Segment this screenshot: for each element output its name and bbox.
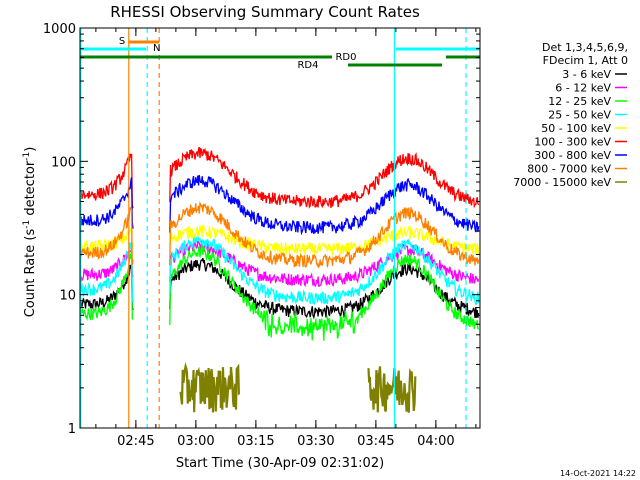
legend-label: 7000 - 15000 keV <box>513 176 611 189</box>
y-axis-label-end: ) <box>23 147 38 152</box>
plot-frame <box>79 27 481 429</box>
flag-label-rd4: RD4 <box>297 60 318 71</box>
series-6-line <box>80 174 480 236</box>
y-axis-label-sup1: -1 <box>22 220 32 229</box>
flag-label-rd0: RD0 <box>335 52 356 63</box>
y-axis-label-main: Count Rate (s <box>23 229 38 318</box>
axes: 1 10 100 1000 02:45 03:00 03:15 03:30 03:45 04:00 <box>43 22 481 449</box>
x-tick-label: 04:00 <box>417 434 454 449</box>
footer-date: 14-Oct-2021 14:22 <box>560 469 636 478</box>
legend-label: 6 - 12 keV <box>555 82 611 95</box>
series-3-line <box>80 233 480 306</box>
legend-label: 300 - 800 keV <box>534 149 611 162</box>
legend-label: 100 - 300 keV <box>534 136 611 149</box>
x-tick-label: 03:15 <box>237 434 274 449</box>
flag-label-n: N <box>153 43 160 54</box>
x-tick-label: 03:45 <box>357 434 394 449</box>
series-5-line <box>80 146 480 209</box>
series-4-line <box>80 224 480 256</box>
y-tick-label: 1 <box>68 422 76 437</box>
y-tick-label: 10 <box>59 289 76 304</box>
legend-label: 50 - 100 keV <box>541 122 611 135</box>
x-axis-label: Start Time (30-Apr-09 02:31:02) <box>176 456 384 471</box>
y-tick-label: 1000 <box>43 22 76 37</box>
flag-bars: S N RD0 RD4 <box>80 28 480 428</box>
x-tick-label: 02:45 <box>117 434 154 449</box>
y-axis-label-sup2: -1 <box>22 152 32 161</box>
chart-title: RHESSI Observing Summary Count Rates <box>110 3 420 21</box>
legend-label: 800 - 7000 keV <box>527 163 611 176</box>
series-2-line <box>80 244 480 341</box>
legend-label: 12 - 25 keV <box>548 95 611 108</box>
plot-area <box>80 146 480 413</box>
series-0-line <box>80 257 480 320</box>
series-8-line <box>179 362 417 413</box>
legend: Det 1,3,4,5,6,9,FDecim 1, Att 03 - 6 keV… <box>513 41 628 189</box>
x-tick-label: 03:30 <box>297 434 334 449</box>
legend-header: Det 1,3,4,5,6,9, <box>542 41 628 54</box>
flag-label-s: S <box>119 36 125 47</box>
legend-label: 3 - 6 keV <box>562 68 611 81</box>
x-tick-label: 03:00 <box>177 434 214 449</box>
legend-header: FDecim 1, Att 0 <box>543 54 628 67</box>
series-7-line <box>80 201 480 269</box>
legend-label: 25 - 50 keV <box>548 109 611 122</box>
y-axis-label: Count Rate (s-1 detector-1) <box>22 147 38 318</box>
y-tick-label: 100 <box>51 155 76 170</box>
y-axis-label-mid: detector <box>23 160 38 220</box>
